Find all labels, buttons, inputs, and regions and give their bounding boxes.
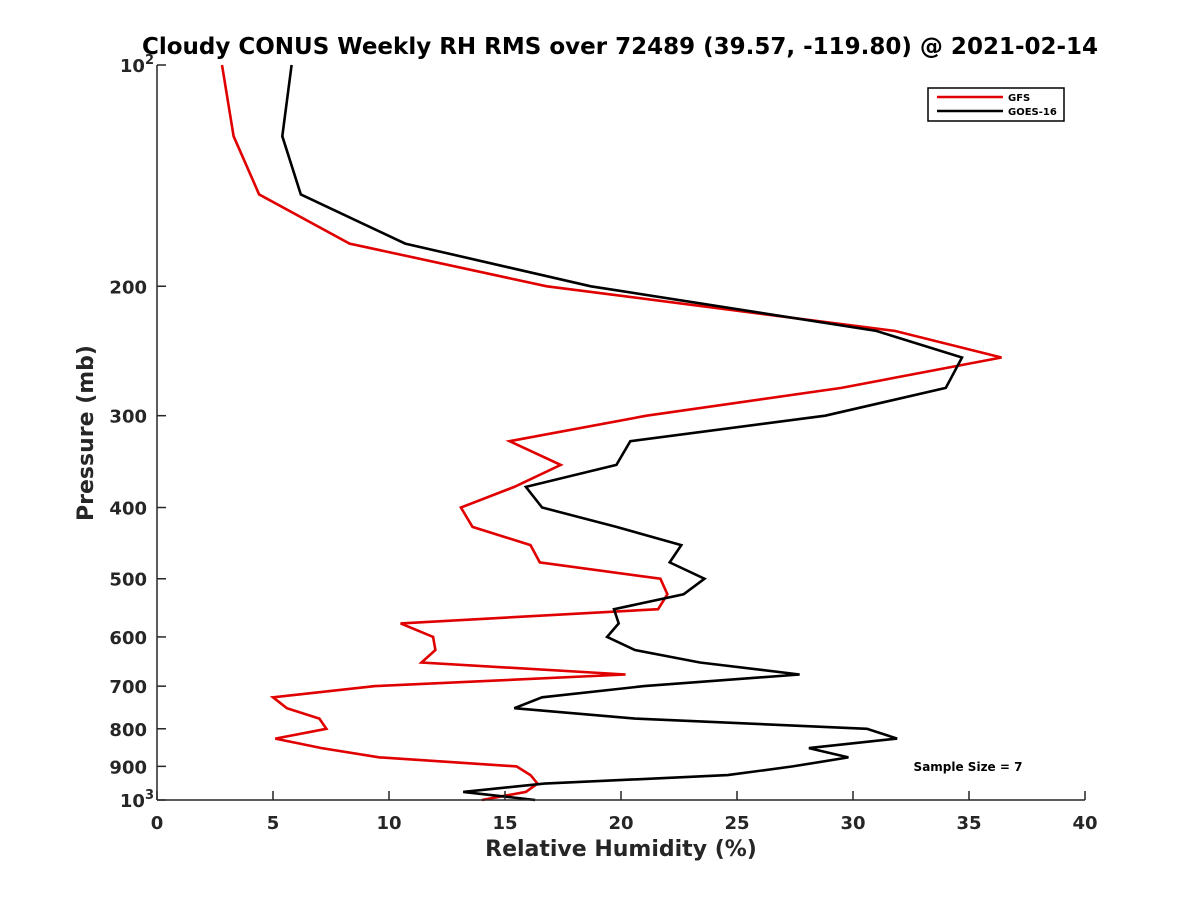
legend-box <box>927 87 1065 122</box>
y-axis-label: Pressure (mb) <box>74 345 99 521</box>
chart-legend: GFS GOES-16 <box>927 87 1065 122</box>
x-tick-label: 30 <box>840 813 865 834</box>
y-tick-label: 300 <box>109 407 147 428</box>
legend-label-gfs: GFS <box>1008 93 1030 104</box>
legend-label-goes16: GOES-16 <box>1008 107 1057 118</box>
y-tick-label: 500 <box>109 570 147 591</box>
y-tick-label: 102 <box>120 53 154 77</box>
x-tick-label: 40 <box>1072 813 1097 834</box>
x-tick-label: 10 <box>376 813 401 834</box>
chart-title: Cloudy CONUS Weekly RH RMS over 72489 (3… <box>142 34 1098 60</box>
x-axis-label: Relative Humidity (%) <box>485 837 757 862</box>
y-tick-label: 200 <box>109 277 147 298</box>
series-line-gfs <box>220 64 1002 802</box>
sample-size-annotation: Sample Size = 7 <box>914 760 1023 774</box>
y-tick-label: 800 <box>109 720 147 741</box>
y-tick-label: 700 <box>109 677 147 698</box>
y-tick-label: 600 <box>109 628 147 649</box>
series-line-goes16 <box>280 64 964 802</box>
x-tick-label: 25 <box>724 813 749 834</box>
y-tick-label: 400 <box>109 499 147 520</box>
x-tick-label: 35 <box>956 813 981 834</box>
x-tick-label: 5 <box>267 813 280 834</box>
x-tick-label: 20 <box>608 813 633 834</box>
plot-series <box>220 64 1002 802</box>
x-tick-label: 15 <box>492 813 517 834</box>
y-tick-label: 900 <box>109 757 147 778</box>
y-axis-ticks: 102 200 300 400 500 600 700 800 900 103 <box>109 53 166 812</box>
x-axis-ticks: 0 5 10 15 20 25 30 35 40 <box>151 791 1098 834</box>
x-tick-label: 0 <box>151 813 164 834</box>
y-tick-label: 103 <box>120 788 154 812</box>
